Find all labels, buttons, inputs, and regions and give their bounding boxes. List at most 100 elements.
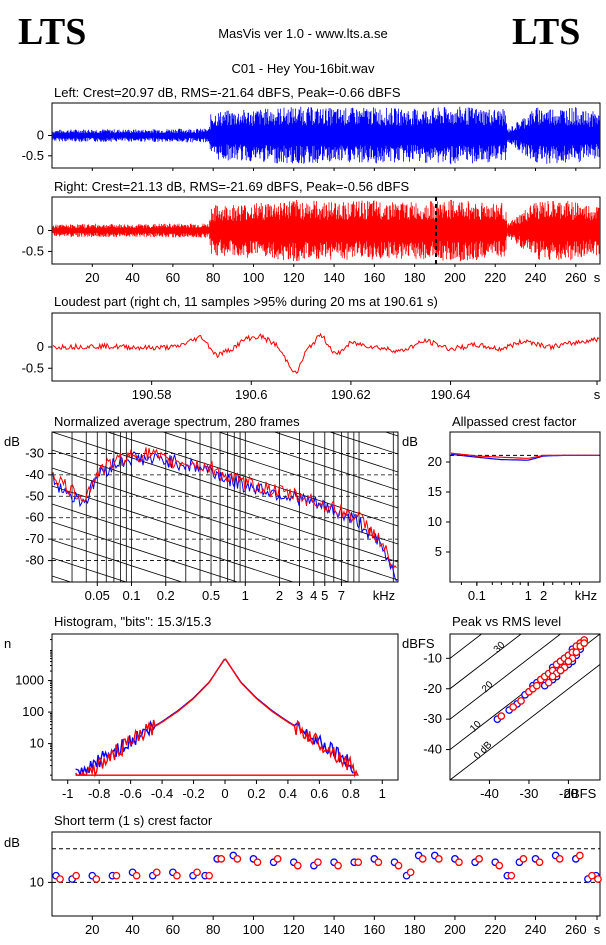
- short-term-crest-xtick-2: 60: [166, 922, 180, 937]
- spectrum-ylabel: dB: [4, 434, 20, 449]
- left-waveform-ytick-0: 0: [37, 128, 44, 143]
- short-term-crest-xtick-5: 120: [283, 922, 305, 937]
- peak-vs-rms-diagonal-4: [450, 634, 483, 659]
- right-waveform-xtick-12: 260: [565, 270, 587, 285]
- allpassed-crest-ytick-0: 20: [428, 454, 442, 469]
- peak-vs-rms-point-1-2: [517, 697, 525, 705]
- short-term-crest-point-1-22: [455, 858, 463, 867]
- allpassed-crest-xtick-3: kHz: [575, 588, 597, 603]
- spectrum-xtick-10: kHz: [373, 588, 395, 603]
- peak-vs-rms-xtick-3: dBFS: [564, 786, 597, 801]
- loudest-part-ytick-1: -0.5: [22, 360, 44, 375]
- spectrum-slope-line: [52, 432, 398, 545]
- logo-right: LTS: [512, 11, 581, 53]
- peak-vs-rms-diagonal-label-2: 20: [480, 679, 496, 695]
- loudest-part-xtick-4: s: [594, 387, 601, 402]
- short-term-crest-point-1-30: [588, 871, 596, 880]
- histogram-xtick-5: 0: [221, 786, 228, 801]
- histogram-xtick-2: -0.6: [119, 786, 141, 801]
- version-text: MasVis ver 1.0 - www.lts.a.se: [218, 26, 388, 41]
- histogram-xtick-7: 0.4: [279, 786, 297, 801]
- peak-vs-rms-title: Peak vs RMS level: [452, 614, 561, 629]
- histogram-ytick-2: 10: [30, 736, 44, 751]
- loudest-part-xtick-1: 190.6: [235, 387, 268, 402]
- right-waveform-xtick-5: 120: [283, 270, 305, 285]
- right-waveform-xtick-7: 160: [364, 270, 386, 285]
- peak-vs-rms-point-1-5: [532, 681, 541, 690]
- right-waveform-xtick-13: s: [594, 270, 601, 285]
- spectrum-slope-line: [217, 432, 398, 491]
- spectrum-slope-line: [52, 521, 239, 582]
- spectrum-xtick-6: 3: [296, 588, 303, 603]
- spectrum-xtick-2: 0.2: [157, 588, 175, 603]
- short-term-crest-ylabel: dB: [4, 835, 20, 850]
- peak-vs-rms-diagonal-label-1: 10: [468, 719, 484, 735]
- allpassed-crest-title: Allpassed crest factor: [452, 414, 577, 429]
- peak-vs-rms-ytick-3: -40: [423, 742, 442, 757]
- spectrum-slope-line: [52, 270, 398, 382]
- peak-vs-rms-point-1-18: [544, 678, 553, 687]
- peak-vs-rms-ytick-2: -30: [423, 711, 442, 726]
- spectrum-title: Normalized average spectrum, 280 frames: [54, 414, 300, 429]
- peak-vs-rms-point-1-1: [509, 703, 518, 711]
- histogram-xtick-6: 0.2: [247, 786, 265, 801]
- short-term-crest-xtick-0: 20: [85, 922, 99, 937]
- peak-vs-rms-xtick-1: -30: [520, 786, 539, 801]
- short-term-crest-point-1-18: [394, 861, 403, 870]
- peak-vs-rms-diagonal-label-3: 30: [492, 639, 508, 655]
- short-term-crest-point-1-3: [112, 871, 121, 880]
- short-term-crest-point-1-23: [475, 855, 483, 863]
- right-waveform-title: Right: Crest=21.13 dB, RMS=-21.69 dBFS, …: [54, 179, 409, 194]
- histogram-xtick-0: -1: [62, 786, 74, 801]
- spectrum-slope-line: [52, 467, 398, 581]
- peak-vs-rms-xtick-2: -20: [559, 786, 578, 801]
- spectrum-slope-line: [52, 594, 398, 706]
- short-term-crest-point-1-26: [519, 855, 528, 863]
- peak-vs-rms-point-1-27: [580, 639, 589, 647]
- right-waveform-xtick-0: 20: [85, 270, 99, 285]
- spectrum-ytick-5: -80: [25, 553, 44, 568]
- spectrum-slope-line: [52, 557, 128, 582]
- right-waveform-xtick-2: 60: [166, 270, 180, 285]
- peak-vs-rms-point-1-23: [548, 672, 557, 681]
- spectrum-xtick-9: 7: [338, 588, 345, 603]
- allpassed-crest-xtick-0: 0.1: [468, 588, 486, 603]
- right-waveform-xtick-10: 220: [484, 270, 506, 285]
- short-term-crest-xtick-6: 140: [323, 922, 345, 937]
- spectrum-xtick-4: 1: [242, 588, 249, 603]
- peak-vs-rms-ytick-0: -10: [423, 650, 442, 665]
- short-term-crest-point-1-4: [132, 871, 141, 880]
- loudest-part-xtick-3: 190.64: [431, 387, 471, 402]
- peak-vs-rms-point-1-0: [497, 712, 506, 720]
- histogram-series-0: [75, 658, 354, 776]
- spectrum-slope-line: [273, 432, 398, 473]
- histogram-ylabel: n: [4, 636, 11, 651]
- peak-vs-rms-point-1-25: [564, 657, 573, 666]
- loudest-part-line: [52, 332, 600, 374]
- short-term-crest-point-1-13: [293, 861, 302, 870]
- short-term-crest-point-1-9: [217, 855, 226, 863]
- short-term-crest-point-1-7: [193, 868, 201, 877]
- short-term-crest-point-1-19: [406, 868, 415, 877]
- histogram-ytick-0: 1000: [15, 673, 44, 688]
- left-waveform-ytick-1: -0.5: [22, 148, 44, 163]
- histogram-xtick-9: 0.8: [342, 786, 360, 801]
- allpassed-crest-ytick-2: 10: [428, 514, 442, 529]
- loudest-part-title: Loudest part (right ch, 11 samples >95% …: [54, 294, 438, 309]
- histogram-xtick-1: -0.8: [88, 786, 110, 801]
- spectrum-slope-line: [52, 449, 398, 563]
- peak-vs-rms-point-1-26: [572, 648, 581, 657]
- short-term-crest-point-1-5: [152, 868, 161, 877]
- short-term-crest-point-1-31: [594, 875, 602, 883]
- histogram-series-1: [75, 658, 359, 778]
- short-term-crest-xtick-12: 260: [565, 922, 587, 937]
- allpassed-crest-ytick-3: 5: [435, 544, 442, 559]
- short-term-crest-point-1-28: [555, 855, 564, 863]
- peak-vs-rms-ytick-1: -20: [423, 681, 442, 696]
- short-term-crest-ytick-0: 10: [30, 874, 44, 889]
- short-term-crest-point-1-6: [173, 871, 181, 880]
- histogram-ytick-1: 100: [22, 704, 44, 719]
- peak-vs-rms-diagonal-0: [450, 663, 600, 780]
- loudest-part-xtick-2: 190.62: [331, 387, 371, 402]
